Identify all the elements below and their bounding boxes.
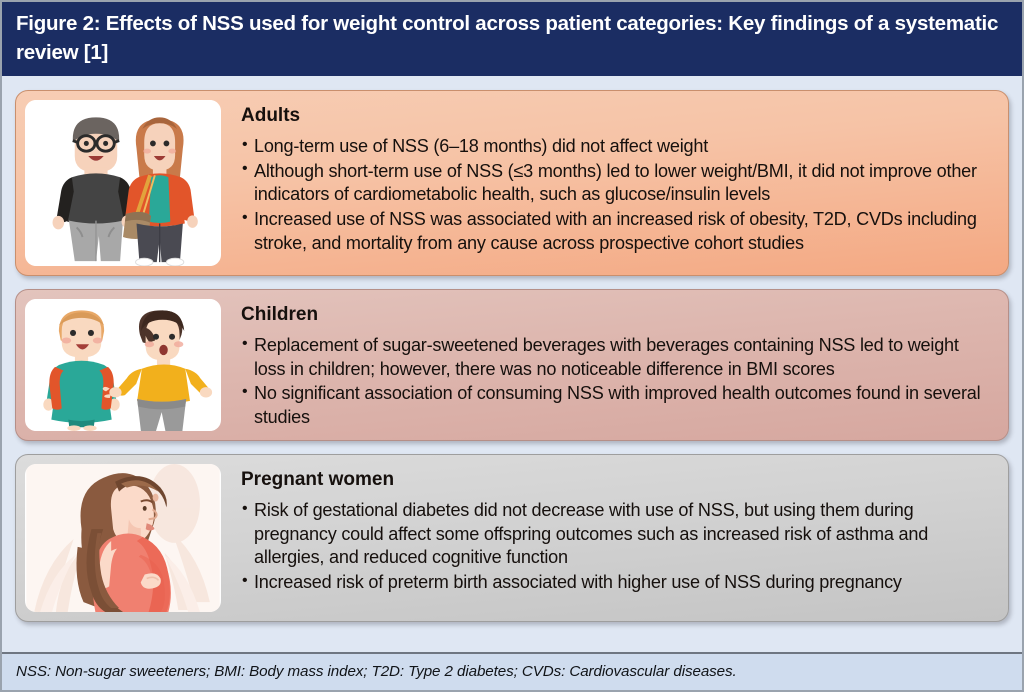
list-item: Replacement of sugar-sweetened beverages… [241,334,992,381]
list-item: Increased risk of preterm birth associat… [241,571,992,595]
panel-children: Children Replacement of sugar-sweetened … [15,289,1009,442]
panel-pregnant-heading: Pregnant women [241,469,395,491]
panel-children-bullets: Replacement of sugar-sweetened beverages… [241,334,992,430]
list-item: No significant association of consuming … [241,382,992,429]
panel-children-text: Children Replacement of sugar-sweetened … [221,299,996,431]
figure-footnote: NSS: Non-sugar sweeteners; BMI: Body mas… [16,662,737,680]
panel-children-heading: Children [241,304,319,326]
list-item: Increased use of NSS was associated with… [241,208,992,255]
pregnant-woman-illustration [25,464,221,613]
panel-pregnant-text: Pregnant women Risk of gestational diabe… [221,464,996,596]
panel-pregnant: Pregnant women Risk of gestational diabe… [15,454,1009,623]
panel-pregnant-bullets: Risk of gestational diabetes did not dec… [241,499,992,595]
panel-adults: Adults Long-term use of NSS (6–18 months… [15,90,1009,277]
panel-adults-heading: Adults [241,105,301,127]
list-item: Long-term use of NSS (6–18 months) did n… [241,135,992,159]
panel-adults-bullets: Long-term use of NSS (6–18 months) did n… [241,135,992,255]
panels-area: Adults Long-term use of NSS (6–18 months… [2,76,1022,652]
two-children-illustration [25,299,221,432]
footnote-band: NSS: Non-sugar sweeteners; BMI: Body mas… [2,651,1022,690]
list-item: Risk of gestational diabetes did not dec… [241,499,992,570]
adults-couple-illustration [25,100,221,267]
panel-adults-text: Adults Long-term use of NSS (6–18 months… [221,100,996,256]
figure-title: Figure 2: Effects of NSS used for weight… [2,2,1022,77]
list-item: Although short-term use of NSS (≤3 month… [241,159,992,207]
